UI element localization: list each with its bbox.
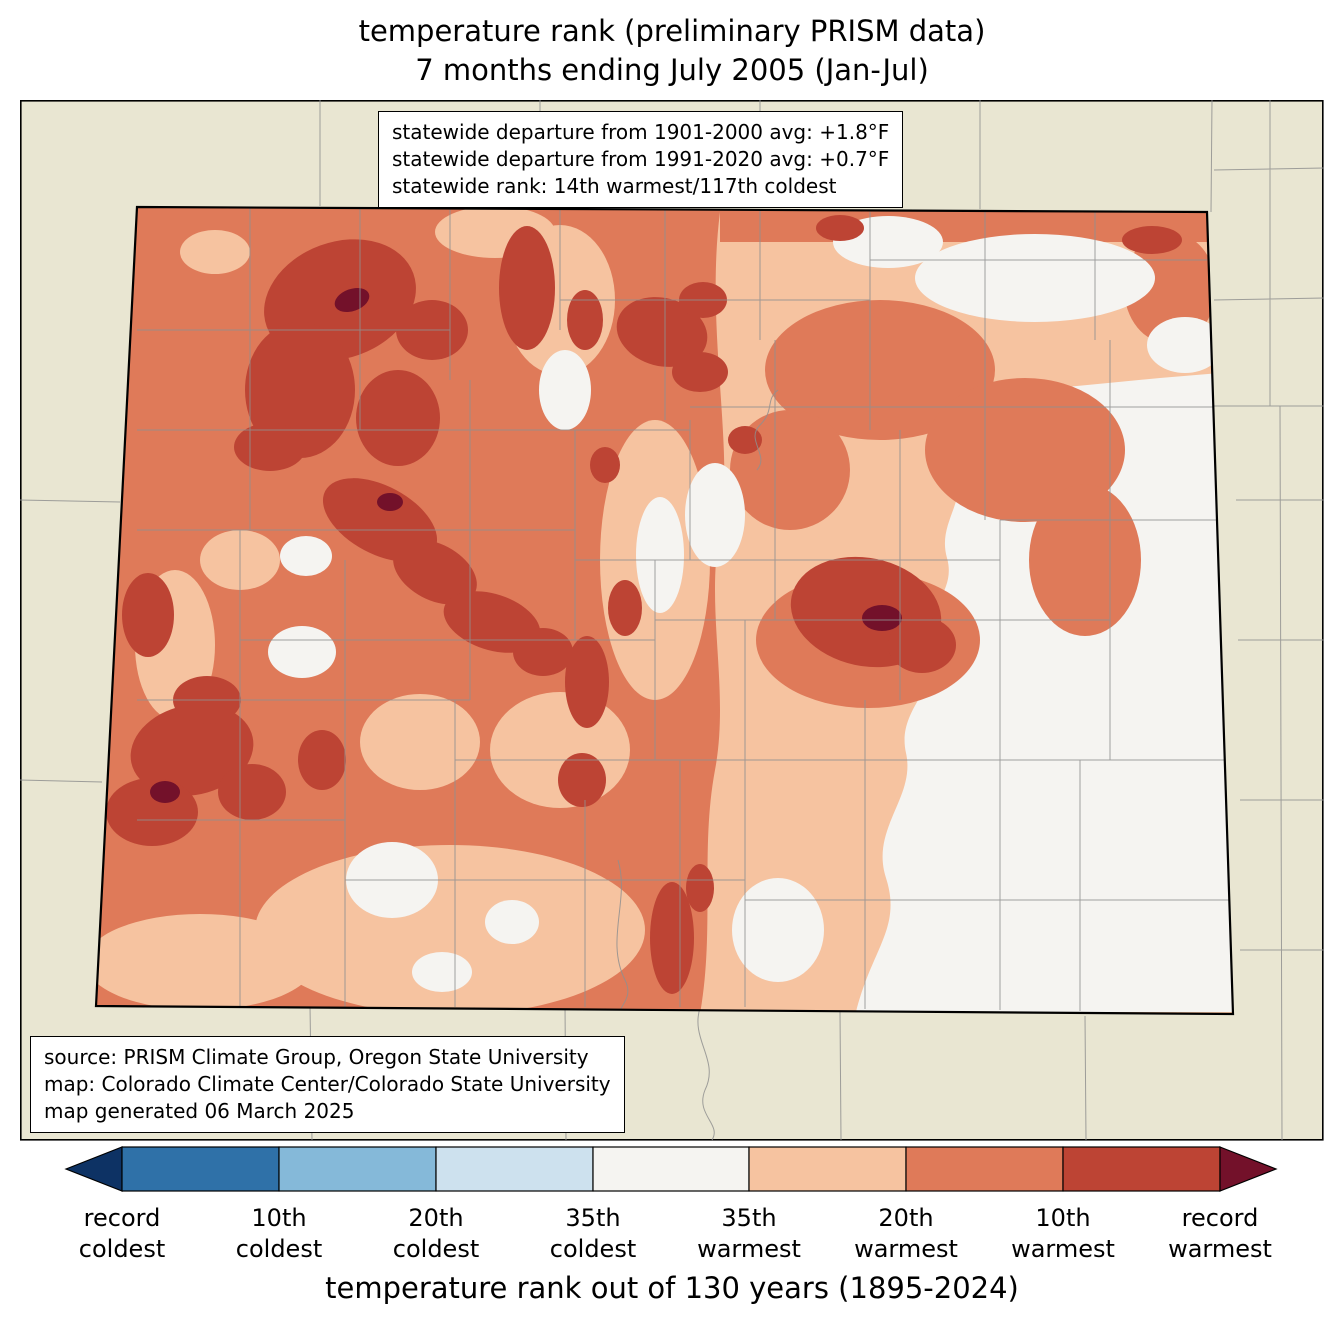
colorbar-tick-label-35th-coldest: 35th coldest (508, 1203, 678, 1265)
tick-line1: record (1181, 1204, 1259, 1232)
colorbar-tick-label-record-coldest: record coldest (37, 1203, 207, 1265)
tick-line2: warmest (1168, 1235, 1272, 1263)
rank-regions-record-warmest (150, 287, 902, 803)
source-line2: map: Colorado Climate Center/Colorado St… (44, 1072, 611, 1096)
colorbar-cell-35th-coldest (435, 1146, 594, 1192)
tick-line1: 35th (721, 1204, 777, 1232)
colorado-state-border (94, 205, 1235, 1016)
tick-line2: warmest (854, 1235, 958, 1263)
colorbar-arrow-record-warmest (1219, 1146, 1278, 1192)
colorbar-tick-label-20th-warmest: 20th warmest (821, 1203, 991, 1265)
colorbar-arrow-record-coldest (64, 1146, 123, 1192)
rank-region-middle-plains (856, 372, 1233, 1012)
county-boundaries (137, 207, 1231, 1014)
title-line1: temperature rank (preliminary PRISM data… (358, 14, 986, 48)
colorbar-cell-35th-warmest (748, 1146, 907, 1192)
tick-line1: 10th (1035, 1204, 1091, 1232)
rank-colorbar (64, 1146, 1278, 1192)
source-line3: map generated 06 March 2025 (44, 1099, 355, 1123)
tick-line1: record (83, 1204, 161, 1232)
stats-line3: statewide rank: 14th warmest/117th colde… (392, 174, 837, 198)
tick-line1: 35th (565, 1204, 621, 1232)
colorbar-cell-10th-warmest (1062, 1146, 1221, 1192)
title-line2: 7 months ending July 2005 (Jan-Jul) (415, 53, 929, 87)
tick-line1: 20th (878, 1204, 934, 1232)
tick-line1: 10th (251, 1204, 307, 1232)
tick-line1: 20th (408, 1204, 464, 1232)
stats-line2: statewide departure from 1991-2020 avg: … (392, 147, 890, 171)
tick-line2: warmest (697, 1235, 801, 1263)
statewide-stats-box: statewide departure from 1901-2000 avg: … (378, 111, 904, 208)
tick-line2: coldest (78, 1235, 166, 1263)
tick-line2: coldest (392, 1235, 480, 1263)
colorbar-caption: temperature rank out of 130 years (1895-… (325, 1271, 1019, 1305)
tick-line2: coldest (235, 1235, 323, 1263)
source-line1: source: PRISM Climate Group, Oregon Stat… (44, 1045, 589, 1069)
colorbar-cell-middle (592, 1146, 750, 1192)
colorbar-tick-label-35th-warmest: 35th warmest (664, 1203, 834, 1265)
colorado-rank-map (20, 100, 1324, 1141)
colorbar-tick-label-10th-warmest: 10th warmest (978, 1203, 1148, 1265)
colorbar-tick-label-record-warmest: record warmest (1135, 1203, 1305, 1265)
colorbar-cell-20th-warmest (905, 1146, 1064, 1192)
stats-line1: statewide departure from 1901-2000 avg: … (392, 120, 890, 144)
tick-line2: warmest (1011, 1235, 1115, 1263)
figure-title: temperature rank (preliminary PRISM data… (0, 12, 1344, 90)
colorbar-tick-label-10th-coldest: 10th coldest (194, 1203, 364, 1265)
colorbar-tick-label-20th-coldest: 20th coldest (351, 1203, 521, 1265)
colorbar-cell-10th-coldest (121, 1146, 280, 1192)
colorbar-cell-20th-coldest (278, 1146, 437, 1192)
source-credit-box: source: PRISM Climate Group, Oregon Stat… (30, 1036, 625, 1133)
tick-line2: coldest (549, 1235, 637, 1263)
